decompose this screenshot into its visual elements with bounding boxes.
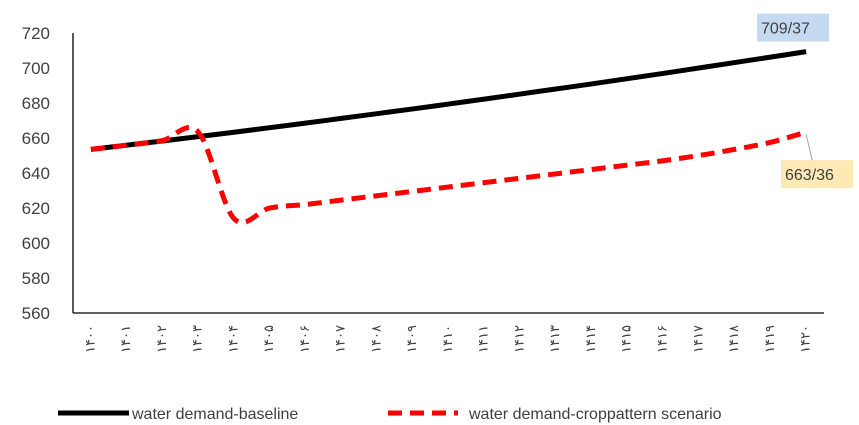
x-tick-label: ۱۴۱۳ <box>547 325 562 353</box>
x-tick-label: ۱۴۱۸ <box>726 325 741 353</box>
y-tick-label: 680 <box>22 94 50 113</box>
x-axis: ۱۴۰۰ ۱۴۰۱ ۱۴۰۲ ۱۴۰۳ ۱۴۰۴ ۱۴۰۵ ۱۴۰۶ ۱۴۰۷ ۱۴۰۸ ۱۴۰۹… <box>73 312 824 353</box>
x-tick-label: ۱۴۰۲ <box>154 325 169 353</box>
x-tick-label: ۱۴۱۱ <box>476 325 491 353</box>
x-tick-label: ۱۴۱۷ <box>690 325 705 353</box>
callout-leader <box>805 134 813 161</box>
y-tick-label: 620 <box>22 199 50 218</box>
x-tick-label: ۱۴۱۶ <box>655 325 670 353</box>
x-tick-label: ۱۴۰۳ <box>190 325 205 353</box>
x-tick-label: ۱۴۰۰ <box>82 325 97 353</box>
y-tick-label: 700 <box>22 59 50 78</box>
x-tick-label: ۱۴۰۶ <box>297 325 312 353</box>
series-line-baseline <box>90 49 807 152</box>
x-tick-label: ۱۴۱۵ <box>619 325 634 353</box>
x-tick-label: ۱۴۲۰ <box>798 325 813 353</box>
x-tick-label: ۱۴۱۹ <box>762 325 777 353</box>
x-tick-label: ۱۴۰۱ <box>118 325 133 353</box>
series-line-croppattern <box>90 125 807 226</box>
x-tick-label: ۱۴۱۰ <box>440 325 455 353</box>
x-tick-label: ۱۴۰۴ <box>225 325 240 353</box>
y-axis: 560 580 600 620 640 660 680 700 720 <box>22 24 74 323</box>
x-tick-label: ۱۴۰۷ <box>333 325 348 353</box>
x-tick-label: ۱۴۱۴ <box>583 325 598 353</box>
callout-box <box>781 160 853 189</box>
legend: water demand-baseline water demand-cropp… <box>58 406 722 423</box>
data-label: 709/37 <box>761 21 810 38</box>
x-tick-label: ۱۴۰۸ <box>368 325 383 353</box>
y-tick-label: 720 <box>22 24 50 43</box>
callout-box <box>757 13 829 42</box>
legend-label-baseline: water demand-baseline <box>131 406 298 423</box>
legend-label-croppattern: water demand-croppattern scenario <box>468 406 722 423</box>
y-tick-label: 580 <box>22 269 50 288</box>
y-tick-label: 640 <box>22 164 50 183</box>
y-tick-label: 600 <box>22 234 50 253</box>
x-tick-label: ۱۴۰۵ <box>261 325 276 353</box>
y-tick-label: 560 <box>22 304 50 323</box>
series-layer <box>90 49 807 226</box>
annotation-layer: 709/37 663/36 <box>757 13 853 189</box>
x-tick-label: ۱۴۰۹ <box>404 325 419 353</box>
data-label: 663/36 <box>785 167 834 184</box>
y-tick-label: 660 <box>22 129 50 148</box>
x-tick-label: ۱۴۱۲ <box>511 325 526 353</box>
